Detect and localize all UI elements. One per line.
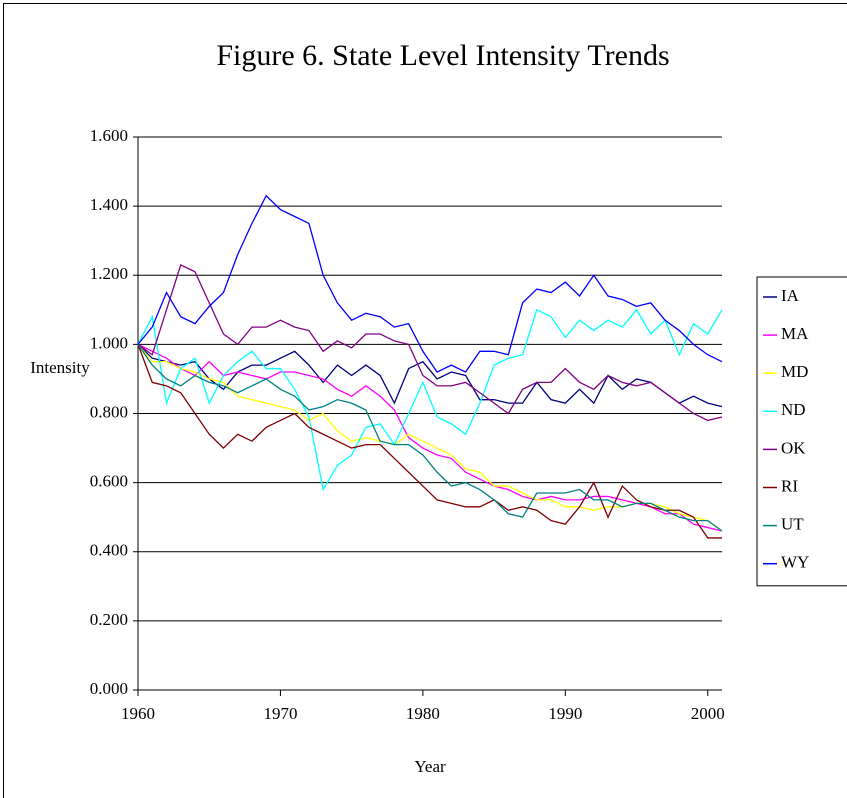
series-line	[137, 263, 723, 422]
y-tick-label: 1.000	[90, 333, 128, 352]
x-tick-label: 1980	[406, 704, 440, 723]
chart-title: Figure 6. State Level Intensity Trends	[216, 39, 669, 72]
legend-box	[756, 276, 847, 587]
legend-label: MD	[781, 362, 808, 381]
legend-label: IA	[781, 286, 800, 305]
y-tick-label: 0.600	[90, 472, 128, 491]
y-tick-label: 0.200	[90, 610, 128, 629]
series-line	[137, 194, 723, 373]
legend-label: MA	[781, 324, 809, 343]
legend-label: UT	[781, 515, 804, 534]
x-axis-label: Year	[414, 757, 446, 776]
legend-label: RI	[781, 476, 798, 495]
y-tick-label: 1.400	[90, 195, 128, 214]
y-tick-label: 0.800	[90, 402, 128, 421]
series-line	[137, 344, 722, 539]
series-line	[137, 343, 723, 532]
legend-label: ND	[781, 400, 806, 419]
legend-label: WY	[781, 553, 809, 572]
series-line	[137, 344, 723, 532]
x-tick-label: 1970	[263, 704, 297, 723]
x-tick-label: 1960	[121, 704, 155, 723]
x-tick-label: 2000	[691, 704, 725, 723]
y-tick-label: 0.000	[90, 679, 128, 698]
x-tick-label: 1990	[548, 704, 582, 723]
y-tick-label: 1.200	[90, 264, 128, 283]
y-tick-label: 1.600	[90, 126, 128, 145]
y-axis-label: Intensity	[30, 358, 90, 377]
series-line	[137, 343, 723, 408]
legend-label: OK	[781, 438, 806, 457]
chart-frame	[3, 3, 847, 798]
y-tick-label: 0.400	[90, 541, 128, 560]
series-line	[137, 308, 723, 492]
